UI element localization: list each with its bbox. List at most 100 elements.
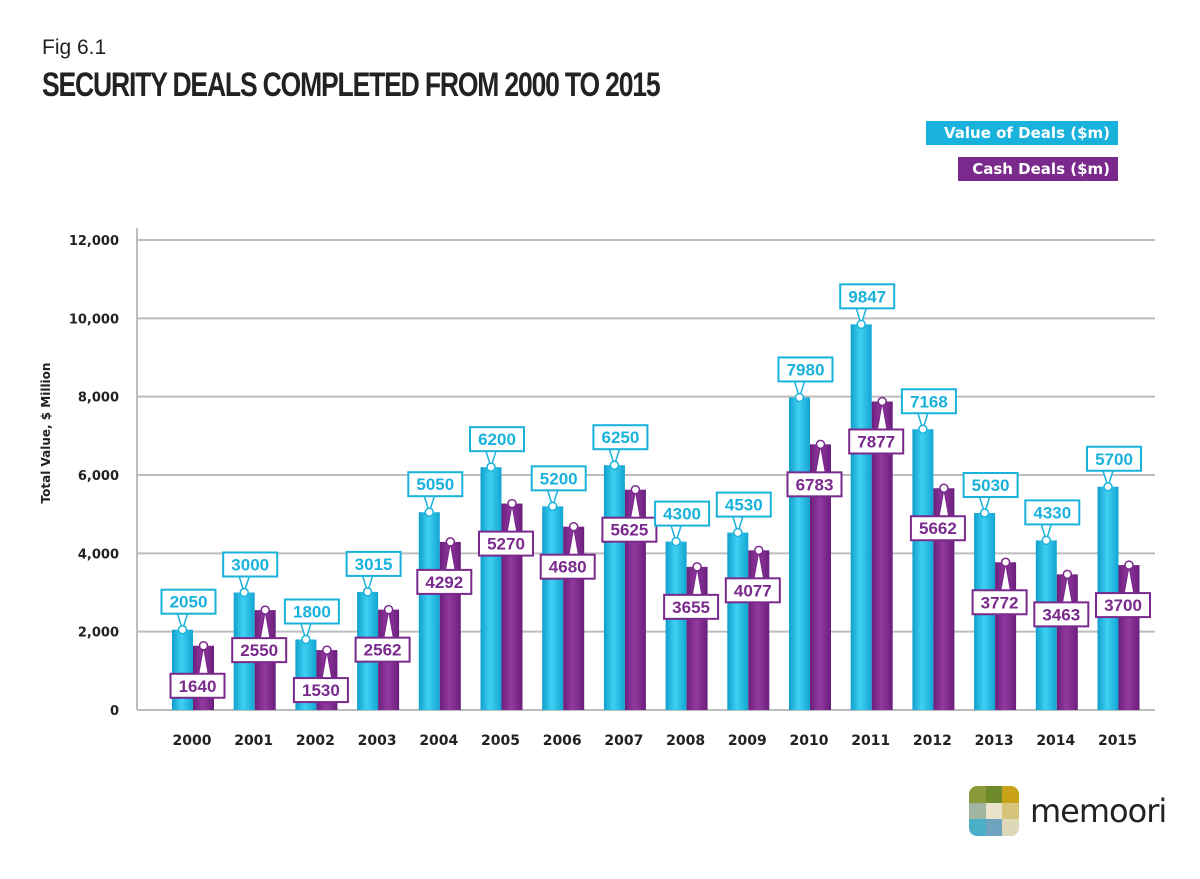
data-point-marker <box>445 537 456 547</box>
data-point-marker <box>507 498 517 509</box>
y-tick-label: 4,000 <box>78 547 119 562</box>
data-point-marker <box>939 483 949 493</box>
data-point-marker <box>239 587 249 598</box>
value-data-label: 4530 <box>725 496 763 515</box>
value-data-label: 1800 <box>293 603 331 622</box>
cash-data-label: 1530 <box>302 681 340 700</box>
data-point-marker <box>856 319 866 330</box>
cash-bar <box>933 488 955 710</box>
value-bar <box>603 465 625 710</box>
value-bar <box>480 467 502 710</box>
cash-data-label: 3463 <box>1042 605 1080 624</box>
y-tick-label: 10,000 <box>69 312 119 327</box>
cash-bar <box>871 401 893 710</box>
data-label-box <box>909 515 966 542</box>
x-tick-label: 2006 <box>543 733 582 749</box>
cash-data-label: 6783 <box>796 475 834 494</box>
data-point-marker <box>260 605 270 615</box>
x-tick-label: 2012 <box>913 733 952 749</box>
data-point-marker <box>322 645 332 655</box>
data-label-box <box>724 577 781 604</box>
data-label-box <box>478 530 534 557</box>
data-point-marker <box>424 507 435 517</box>
data-point-marker <box>815 439 826 450</box>
x-tick-label: 2014 <box>1036 733 1075 749</box>
data-label-box <box>1024 499 1081 526</box>
data-point-marker <box>486 462 496 472</box>
x-tick-label: 2001 <box>234 733 273 749</box>
data-point-marker <box>1124 560 1134 570</box>
data-label-box <box>777 356 834 383</box>
value-data-label: 5050 <box>416 475 454 494</box>
data-label-box <box>663 593 720 620</box>
cash-data-label: 4292 <box>425 573 463 592</box>
data-label-box <box>1086 445 1142 472</box>
data-label-box <box>900 388 957 415</box>
cash-data-label: 5625 <box>610 521 648 540</box>
x-tick-label: 2011 <box>851 733 890 749</box>
x-tick-label: 2004 <box>419 733 458 749</box>
data-point-marker <box>918 424 928 435</box>
value-bar <box>789 397 810 710</box>
value-bar <box>850 324 872 710</box>
value-data-label: 7980 <box>787 360 825 379</box>
y-tick-label: 8,000 <box>78 391 119 406</box>
data-label-box <box>592 424 649 451</box>
value-data-label: 4330 <box>1033 503 1071 522</box>
cash-data-label: 3700 <box>1104 596 1142 615</box>
cash-bar <box>624 489 646 710</box>
value-data-label: 3015 <box>355 555 393 574</box>
data-point-marker <box>568 521 579 532</box>
data-label-box <box>971 589 1028 616</box>
data-point-marker <box>1041 535 1052 546</box>
data-point-marker <box>733 527 743 538</box>
logo-text: memoori <box>1030 792 1167 830</box>
cash-data-label: 4680 <box>549 558 587 577</box>
data-label-box <box>530 465 587 492</box>
cash-data-label: 5270 <box>487 535 525 554</box>
data-label-box <box>1033 601 1090 628</box>
data-label-box <box>469 426 525 453</box>
value-data-label: 6200 <box>478 430 516 449</box>
cash-data-label: 2562 <box>364 641 402 660</box>
data-point-marker <box>979 508 990 518</box>
data-point-marker <box>362 587 373 597</box>
value-data-label: 5030 <box>972 476 1010 495</box>
y-tick-label: 0 <box>110 704 119 719</box>
cash-bar <box>810 444 831 710</box>
data-label-box <box>848 428 905 455</box>
data-label-box <box>1095 592 1151 619</box>
cash-data-label: 7877 <box>857 432 895 451</box>
chart-title: SECURITY DEALS COMPLETED FROM 2000 TO 20… <box>42 66 661 104</box>
cash-data-label: 3655 <box>672 598 710 617</box>
data-point-marker <box>1000 557 1011 568</box>
data-label-box <box>539 553 596 580</box>
data-point-marker <box>754 545 764 556</box>
x-tick-label: 2010 <box>790 733 829 749</box>
data-point-marker <box>877 396 887 407</box>
data-point-marker <box>794 392 805 403</box>
memoori-logo-icon <box>969 786 1019 836</box>
data-label-box <box>160 588 217 615</box>
data-point-marker <box>1103 482 1113 492</box>
legend-value-of-deals: Value of Deals ($m) <box>926 121 1118 145</box>
data-point-marker <box>671 536 681 547</box>
data-point-marker <box>177 624 188 635</box>
data-label-box <box>283 598 340 625</box>
x-tick-label: 2007 <box>604 733 643 749</box>
cash-data-label: 4077 <box>734 581 772 600</box>
data-label-box <box>222 551 279 578</box>
figure-label: Fig 6.1 <box>42 36 107 59</box>
value-bar <box>418 512 440 710</box>
x-tick-label: 2002 <box>296 733 335 749</box>
x-tick-label: 2009 <box>728 733 767 749</box>
value-data-label: 6250 <box>601 428 639 447</box>
data-label-box <box>715 491 772 518</box>
data-point-marker <box>301 634 311 645</box>
x-tick-label: 2013 <box>975 733 1014 749</box>
value-bar <box>727 532 749 710</box>
data-label-box <box>654 500 711 527</box>
value-data-label: 9847 <box>848 287 886 306</box>
value-bar <box>665 541 687 710</box>
value-data-label: 5200 <box>540 469 578 488</box>
